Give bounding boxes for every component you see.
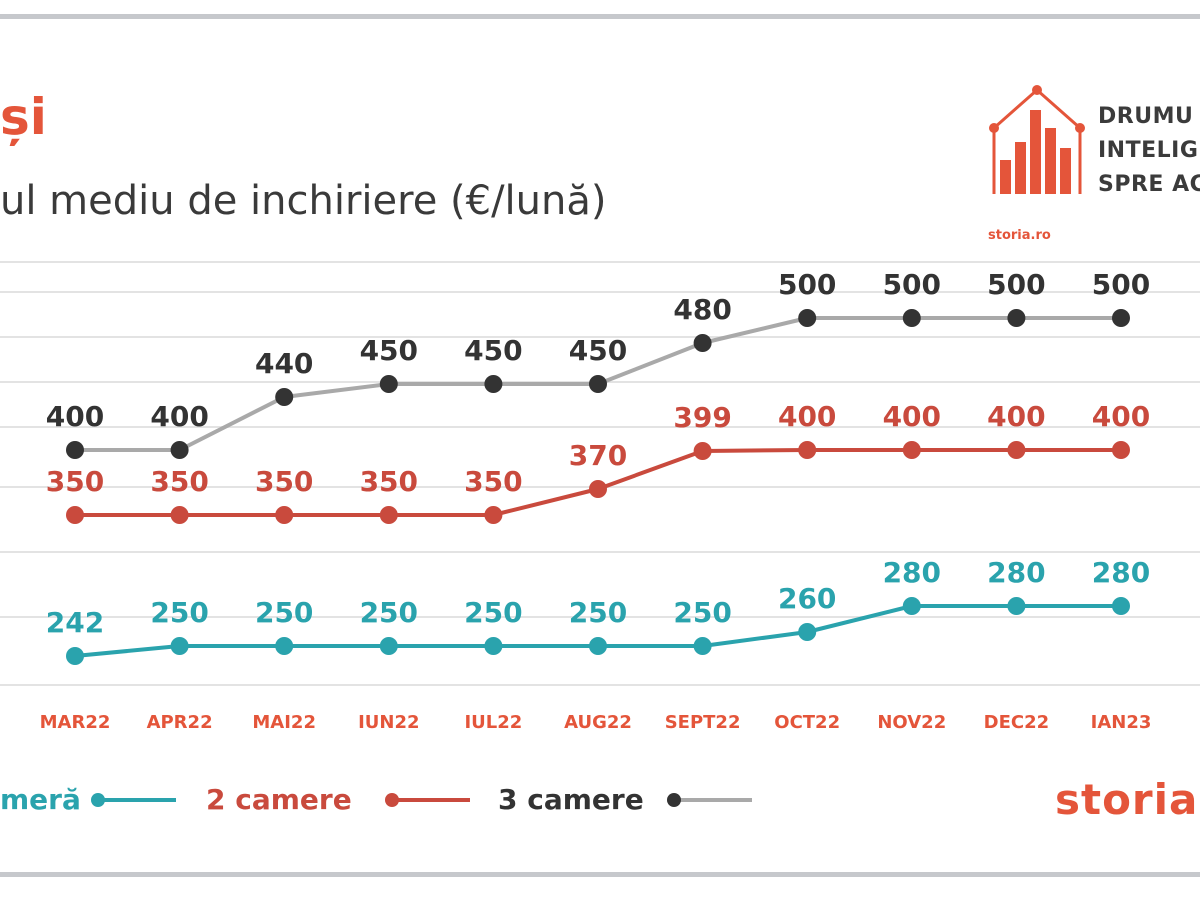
x-tick-label: SEPT22 bbox=[665, 712, 741, 733]
data-label: 350 bbox=[255, 465, 313, 498]
legend-label-1: meră bbox=[0, 783, 81, 816]
data-point bbox=[66, 441, 84, 459]
data-point bbox=[170, 506, 189, 524]
data-point bbox=[798, 441, 817, 459]
legend-label-3: 3 camere bbox=[498, 783, 644, 816]
legend-marker-3 bbox=[667, 793, 752, 807]
data-point bbox=[902, 597, 921, 615]
data-label: 350 bbox=[46, 465, 104, 498]
legend-marker-1 bbox=[91, 793, 176, 807]
data-label: 250 bbox=[360, 596, 418, 629]
data-label: 250 bbox=[569, 596, 627, 629]
data-label: 399 bbox=[673, 401, 731, 434]
chart-title: și bbox=[0, 88, 47, 146]
data-label: 400 bbox=[987, 400, 1045, 433]
footer-logo: storia bbox=[1055, 775, 1199, 824]
data-point bbox=[275, 506, 294, 524]
data-point bbox=[1112, 309, 1130, 327]
data-label: 350 bbox=[464, 465, 522, 498]
x-tick-label: APR22 bbox=[147, 712, 213, 733]
data-label: 242 bbox=[46, 606, 104, 639]
data-label: 500 bbox=[778, 268, 836, 301]
data-label: 450 bbox=[569, 334, 627, 367]
chart-subtitle: ul mediu de inchiriere (€/lună) bbox=[0, 178, 607, 224]
data-label: 440 bbox=[255, 347, 313, 380]
x-tick-label: IUN22 bbox=[358, 712, 419, 733]
data-label: 280 bbox=[987, 556, 1045, 589]
data-label: 250 bbox=[150, 596, 208, 629]
data-point bbox=[484, 375, 503, 393]
data-point bbox=[902, 309, 921, 327]
data-label: 280 bbox=[883, 556, 941, 589]
data-point bbox=[379, 375, 398, 393]
data-label: 350 bbox=[360, 465, 418, 498]
data-label: 370 bbox=[569, 439, 627, 472]
data-point bbox=[1007, 597, 1026, 615]
legend-label-2: 2 camere bbox=[206, 783, 352, 816]
bottom-frame-line bbox=[0, 872, 1200, 877]
data-point bbox=[589, 375, 607, 393]
x-tick-label: IAN23 bbox=[1091, 712, 1152, 733]
data-label: 480 bbox=[673, 293, 731, 326]
data-point bbox=[798, 309, 817, 327]
data-label: 400 bbox=[150, 400, 208, 433]
brand-line-3: SPRE AC bbox=[1098, 172, 1200, 197]
data-point bbox=[693, 442, 712, 460]
data-point bbox=[66, 647, 84, 665]
data-label: 450 bbox=[464, 334, 522, 367]
data-point bbox=[379, 506, 398, 524]
data-point bbox=[693, 637, 712, 655]
x-tick-label: AUG22 bbox=[564, 712, 632, 733]
top-frame-line bbox=[0, 14, 1200, 19]
data-label: 400 bbox=[1092, 400, 1150, 433]
data-label: 400 bbox=[778, 400, 836, 433]
data-point bbox=[1007, 441, 1026, 459]
data-label: 400 bbox=[46, 400, 104, 433]
data-label: 250 bbox=[255, 596, 313, 629]
data-label: 260 bbox=[778, 582, 836, 615]
data-point bbox=[484, 506, 503, 524]
data-label: 450 bbox=[360, 334, 418, 367]
data-point bbox=[1112, 441, 1130, 459]
x-tick-label: NOV22 bbox=[877, 712, 946, 733]
data-label: 280 bbox=[1092, 556, 1150, 589]
data-label: 250 bbox=[673, 596, 731, 629]
data-point bbox=[589, 480, 607, 498]
data-point bbox=[379, 637, 398, 655]
data-point bbox=[1112, 597, 1130, 615]
data-point bbox=[589, 637, 607, 655]
data-point bbox=[1007, 309, 1026, 327]
logo-caption: storia.ro bbox=[988, 228, 1051, 243]
data-point bbox=[693, 334, 712, 352]
legend-marker-2 bbox=[385, 793, 470, 807]
data-point bbox=[798, 623, 817, 641]
data-point bbox=[275, 388, 294, 406]
x-tick-label: MAR22 bbox=[40, 712, 111, 733]
data-label: 500 bbox=[883, 268, 941, 301]
data-label: 500 bbox=[1092, 268, 1150, 301]
data-label: 500 bbox=[987, 268, 1045, 301]
data-point bbox=[902, 441, 921, 459]
data-point bbox=[66, 506, 84, 524]
x-tick-label: OCT22 bbox=[774, 712, 840, 733]
data-label: 250 bbox=[464, 596, 522, 629]
data-point bbox=[484, 637, 503, 655]
brand-line-2: INTELIG bbox=[1098, 138, 1199, 163]
data-point bbox=[170, 441, 189, 459]
x-tick-label: IUL22 bbox=[464, 712, 522, 733]
house-bar-chart-icon bbox=[989, 85, 1085, 194]
data-point bbox=[170, 637, 189, 655]
x-tick-label: MAI22 bbox=[252, 712, 316, 733]
data-label: 400 bbox=[883, 400, 941, 433]
x-tick-label: DEC22 bbox=[984, 712, 1050, 733]
data-point bbox=[275, 637, 294, 655]
brand-line-1: DRUMU bbox=[1098, 104, 1194, 129]
data-label: 350 bbox=[150, 465, 208, 498]
